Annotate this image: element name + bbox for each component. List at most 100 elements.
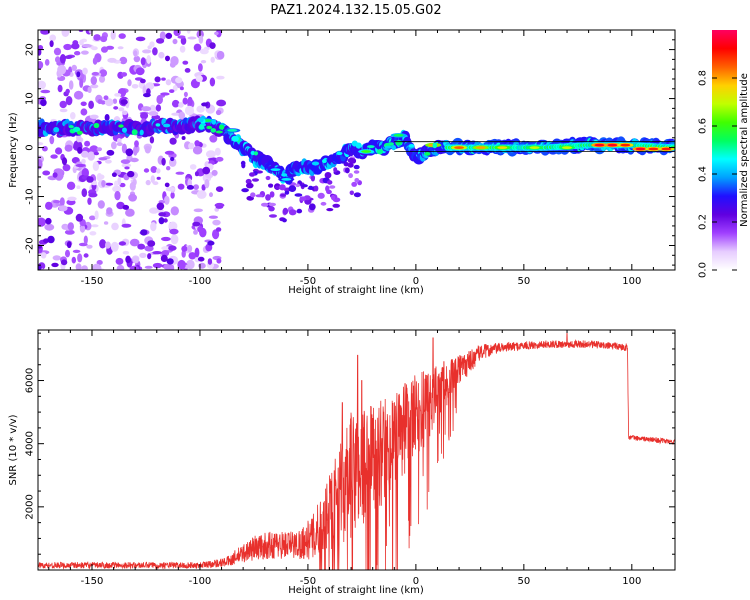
noise-blob	[129, 238, 140, 247]
noise-blob	[142, 49, 152, 54]
noise-blob	[347, 157, 356, 164]
noise-blob	[159, 31, 166, 40]
noise-blob	[212, 229, 220, 240]
noise-blob	[348, 173, 353, 179]
noise-blob	[60, 259, 68, 266]
noise-blob	[152, 181, 159, 186]
noise-blob	[129, 181, 136, 191]
noise-blob	[40, 89, 51, 94]
noise-blob	[81, 265, 88, 270]
noise-blob	[332, 203, 341, 208]
noise-blob	[81, 50, 89, 55]
noise-blob	[70, 112, 76, 120]
noise-blob	[93, 151, 99, 156]
noise-blob	[152, 47, 158, 56]
ridge-spot	[131, 129, 138, 136]
noise-blob	[189, 164, 197, 170]
noise-blob	[65, 88, 70, 94]
x-tick-label: 0	[413, 576, 419, 587]
ridge-spot	[311, 161, 320, 166]
x-tick-label: 100	[622, 276, 641, 287]
noise-blob	[71, 256, 77, 264]
noise-blob	[55, 147, 63, 155]
noise-blob	[42, 170, 51, 176]
noise-blob	[75, 263, 82, 270]
noise-blob	[118, 241, 127, 246]
ridge-spot	[198, 124, 205, 130]
noise-blob	[169, 137, 177, 145]
noise-blob	[77, 146, 83, 154]
noise-blob	[64, 229, 75, 235]
noise-blob	[269, 214, 277, 218]
noise-blob	[144, 245, 154, 252]
noise-blob	[58, 205, 68, 212]
noise-blob	[170, 206, 179, 216]
y-tick-label: -10	[25, 188, 36, 204]
noise-blob	[353, 164, 360, 170]
noise-blob	[94, 210, 99, 220]
ridge-spot	[336, 151, 343, 156]
ridge-peak	[607, 143, 618, 147]
noise-blob	[111, 172, 117, 177]
noise-blob	[197, 225, 204, 233]
ridge-spot	[211, 119, 217, 125]
ridge-spot	[231, 135, 239, 142]
noise-blob	[82, 67, 88, 75]
noise-blob	[181, 245, 188, 252]
snr-y-label: SNR (10 * v/v)	[8, 414, 19, 485]
noise-blob	[77, 253, 83, 263]
noise-blob	[98, 75, 106, 83]
noise-blob	[156, 168, 161, 174]
noise-blob	[325, 185, 330, 192]
noise-blob	[74, 51, 81, 56]
noise-blob	[110, 241, 119, 252]
noise-blob	[117, 138, 122, 144]
noise-blob	[38, 80, 46, 90]
noise-blob	[152, 262, 163, 269]
noise-blob	[100, 35, 108, 43]
ridge-spot	[376, 149, 384, 155]
noise-blob	[216, 75, 225, 80]
noise-blob	[76, 71, 81, 78]
noise-blob	[182, 97, 188, 105]
ridge-spot	[197, 117, 204, 123]
noise-blob	[49, 40, 54, 48]
noise-blob	[145, 82, 155, 90]
noise-blob	[265, 175, 271, 181]
ridge-peak	[497, 146, 508, 150]
noise-blob	[308, 185, 313, 190]
noise-blob	[59, 197, 65, 207]
noise-blob	[80, 101, 87, 107]
noise-blob	[90, 84, 99, 89]
noise-blob	[147, 240, 156, 247]
noise-blob	[81, 43, 92, 48]
noise-blob	[193, 229, 198, 235]
noise-blob	[86, 176, 94, 183]
noise-blob	[38, 217, 46, 227]
noise-blob	[156, 38, 165, 44]
noise-blob	[116, 142, 123, 147]
noise-blob	[169, 89, 175, 93]
x-tick-label: 0	[413, 276, 419, 287]
noise-blob	[313, 185, 319, 192]
noise-blob	[97, 200, 105, 209]
ridge-spot	[322, 159, 327, 164]
noise-blob	[330, 194, 336, 201]
x-tick-label: 100	[622, 576, 641, 587]
noise-blob	[160, 92, 170, 96]
noise-blob	[249, 172, 256, 177]
noise-blob	[209, 192, 213, 198]
noise-blob	[66, 181, 76, 190]
noise-blob	[353, 192, 361, 198]
noise-blob	[165, 32, 173, 40]
noise-blob	[166, 166, 171, 171]
noise-blob	[73, 90, 84, 100]
noise-blob	[154, 76, 161, 83]
colorbar-label: Normalized spectral amplitude	[739, 73, 750, 227]
x-tick-label: -100	[189, 276, 212, 287]
noise-blob	[40, 30, 50, 35]
noise-blob	[141, 106, 152, 112]
noise-blob	[211, 169, 218, 176]
ridge-peak	[454, 146, 465, 150]
ridge-peak	[475, 146, 486, 150]
